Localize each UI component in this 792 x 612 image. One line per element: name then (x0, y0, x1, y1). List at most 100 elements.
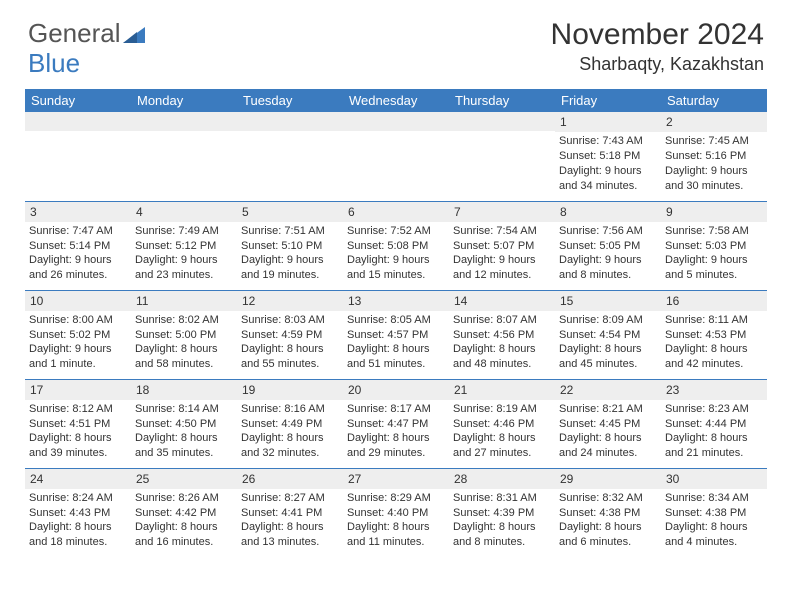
sunset-line: Sunset: 5:14 PM (29, 239, 127, 254)
sunset-line: Sunset: 5:07 PM (453, 239, 551, 254)
logo-triangle-icon (123, 25, 145, 45)
sunrise-line: Sunrise: 8:12 AM (29, 402, 127, 417)
sunrise-line: Sunrise: 8:17 AM (347, 402, 445, 417)
day-info: Sunrise: 7:49 AMSunset: 5:12 PMDaylight:… (131, 222, 237, 287)
sunset-line: Sunset: 4:57 PM (347, 328, 445, 343)
daylight-line: Daylight: 8 hours and 48 minutes. (453, 342, 551, 372)
calendar-cell: 15Sunrise: 8:09 AMSunset: 4:54 PMDayligh… (555, 290, 661, 379)
daylight-line: Daylight: 9 hours and 1 minute. (29, 342, 127, 372)
calendar-row: 3Sunrise: 7:47 AMSunset: 5:14 PMDaylight… (25, 201, 767, 290)
day-number: 17 (25, 380, 131, 400)
day-number: 29 (555, 469, 661, 489)
calendar-cell: 5Sunrise: 7:51 AMSunset: 5:10 PMDaylight… (237, 201, 343, 290)
day-info: Sunrise: 8:29 AMSunset: 4:40 PMDaylight:… (343, 489, 449, 554)
sunset-line: Sunset: 4:47 PM (347, 417, 445, 432)
calendar-row: 1Sunrise: 7:43 AMSunset: 5:18 PMDaylight… (25, 112, 767, 201)
day-info: Sunrise: 8:26 AMSunset: 4:42 PMDaylight:… (131, 489, 237, 554)
day-number: 11 (131, 291, 237, 311)
day-number: 2 (661, 112, 767, 132)
daylight-line: Daylight: 9 hours and 34 minutes. (559, 164, 657, 194)
sunset-line: Sunset: 5:00 PM (135, 328, 233, 343)
calendar-cell: 11Sunrise: 8:02 AMSunset: 5:00 PMDayligh… (131, 290, 237, 379)
weekday-header-row: Sunday Monday Tuesday Wednesday Thursday… (25, 89, 767, 112)
daylight-line: Daylight: 9 hours and 8 minutes. (559, 253, 657, 283)
day-number: 23 (661, 380, 767, 400)
calendar-row: 10Sunrise: 8:00 AMSunset: 5:02 PMDayligh… (25, 290, 767, 379)
calendar-cell: 19Sunrise: 8:16 AMSunset: 4:49 PMDayligh… (237, 379, 343, 468)
sunset-line: Sunset: 4:53 PM (665, 328, 763, 343)
daylight-line: Daylight: 8 hours and 8 minutes. (453, 520, 551, 550)
day-info: Sunrise: 8:12 AMSunset: 4:51 PMDaylight:… (25, 400, 131, 465)
day-info: Sunrise: 7:52 AMSunset: 5:08 PMDaylight:… (343, 222, 449, 287)
day-number: 22 (555, 380, 661, 400)
day-info: Sunrise: 8:11 AMSunset: 4:53 PMDaylight:… (661, 311, 767, 376)
day-number: 19 (237, 380, 343, 400)
daylight-line: Daylight: 9 hours and 30 minutes. (665, 164, 763, 194)
calendar-cell (237, 112, 343, 201)
daylight-line: Daylight: 9 hours and 15 minutes. (347, 253, 445, 283)
empty-day (449, 112, 555, 131)
day-number: 10 (25, 291, 131, 311)
day-info: Sunrise: 7:54 AMSunset: 5:07 PMDaylight:… (449, 222, 555, 287)
sunset-line: Sunset: 4:51 PM (29, 417, 127, 432)
calendar-cell: 9Sunrise: 7:58 AMSunset: 5:03 PMDaylight… (661, 201, 767, 290)
weekday-header: Tuesday (237, 89, 343, 112)
day-info: Sunrise: 8:17 AMSunset: 4:47 PMDaylight:… (343, 400, 449, 465)
day-info: Sunrise: 7:51 AMSunset: 5:10 PMDaylight:… (237, 222, 343, 287)
sunset-line: Sunset: 5:16 PM (665, 149, 763, 164)
day-info: Sunrise: 7:47 AMSunset: 5:14 PMDaylight:… (25, 222, 131, 287)
weekday-header: Wednesday (343, 89, 449, 112)
calendar-cell: 12Sunrise: 8:03 AMSunset: 4:59 PMDayligh… (237, 290, 343, 379)
sunset-line: Sunset: 4:39 PM (453, 506, 551, 521)
day-number: 18 (131, 380, 237, 400)
day-number: 9 (661, 202, 767, 222)
sunrise-line: Sunrise: 8:11 AM (665, 313, 763, 328)
day-number: 20 (343, 380, 449, 400)
day-info: Sunrise: 8:34 AMSunset: 4:38 PMDaylight:… (661, 489, 767, 554)
sunrise-line: Sunrise: 8:24 AM (29, 491, 127, 506)
day-number: 5 (237, 202, 343, 222)
sunrise-line: Sunrise: 8:29 AM (347, 491, 445, 506)
sunrise-line: Sunrise: 7:58 AM (665, 224, 763, 239)
day-number: 26 (237, 469, 343, 489)
logo: General (28, 18, 145, 49)
calendar-cell: 27Sunrise: 8:29 AMSunset: 4:40 PMDayligh… (343, 468, 449, 557)
day-number: 15 (555, 291, 661, 311)
day-number: 6 (343, 202, 449, 222)
sunset-line: Sunset: 5:12 PM (135, 239, 233, 254)
empty-day (25, 112, 131, 131)
sunset-line: Sunset: 5:08 PM (347, 239, 445, 254)
sunset-line: Sunset: 4:41 PM (241, 506, 339, 521)
calendar-cell: 10Sunrise: 8:00 AMSunset: 5:02 PMDayligh… (25, 290, 131, 379)
day-number: 21 (449, 380, 555, 400)
daylight-line: Daylight: 8 hours and 32 minutes. (241, 431, 339, 461)
daylight-line: Daylight: 8 hours and 29 minutes. (347, 431, 445, 461)
calendar-cell: 24Sunrise: 8:24 AMSunset: 4:43 PMDayligh… (25, 468, 131, 557)
sunset-line: Sunset: 4:40 PM (347, 506, 445, 521)
sunset-line: Sunset: 4:43 PM (29, 506, 127, 521)
weekday-header: Saturday (661, 89, 767, 112)
sunset-line: Sunset: 4:56 PM (453, 328, 551, 343)
calendar-cell: 20Sunrise: 8:17 AMSunset: 4:47 PMDayligh… (343, 379, 449, 468)
calendar-cell: 18Sunrise: 8:14 AMSunset: 4:50 PMDayligh… (131, 379, 237, 468)
month-title: November 2024 (551, 18, 764, 52)
daylight-line: Daylight: 8 hours and 16 minutes. (135, 520, 233, 550)
daylight-line: Daylight: 9 hours and 19 minutes. (241, 253, 339, 283)
weekday-header: Thursday (449, 89, 555, 112)
calendar-cell: 30Sunrise: 8:34 AMSunset: 4:38 PMDayligh… (661, 468, 767, 557)
sunset-line: Sunset: 4:38 PM (559, 506, 657, 521)
daylight-line: Daylight: 8 hours and 24 minutes. (559, 431, 657, 461)
daylight-line: Daylight: 8 hours and 21 minutes. (665, 431, 763, 461)
daylight-line: Daylight: 9 hours and 26 minutes. (29, 253, 127, 283)
title-block: November 2024 Sharbaqty, Kazakhstan (551, 18, 764, 75)
calendar-cell: 16Sunrise: 8:11 AMSunset: 4:53 PMDayligh… (661, 290, 767, 379)
sunrise-line: Sunrise: 7:45 AM (665, 134, 763, 149)
sunrise-line: Sunrise: 8:09 AM (559, 313, 657, 328)
calendar-cell: 25Sunrise: 8:26 AMSunset: 4:42 PMDayligh… (131, 468, 237, 557)
weekday-header: Sunday (25, 89, 131, 112)
logo-text-b: Blue (28, 48, 80, 79)
daylight-line: Daylight: 8 hours and 58 minutes. (135, 342, 233, 372)
sunset-line: Sunset: 4:46 PM (453, 417, 551, 432)
sunrise-line: Sunrise: 8:31 AM (453, 491, 551, 506)
day-info: Sunrise: 8:09 AMSunset: 4:54 PMDaylight:… (555, 311, 661, 376)
